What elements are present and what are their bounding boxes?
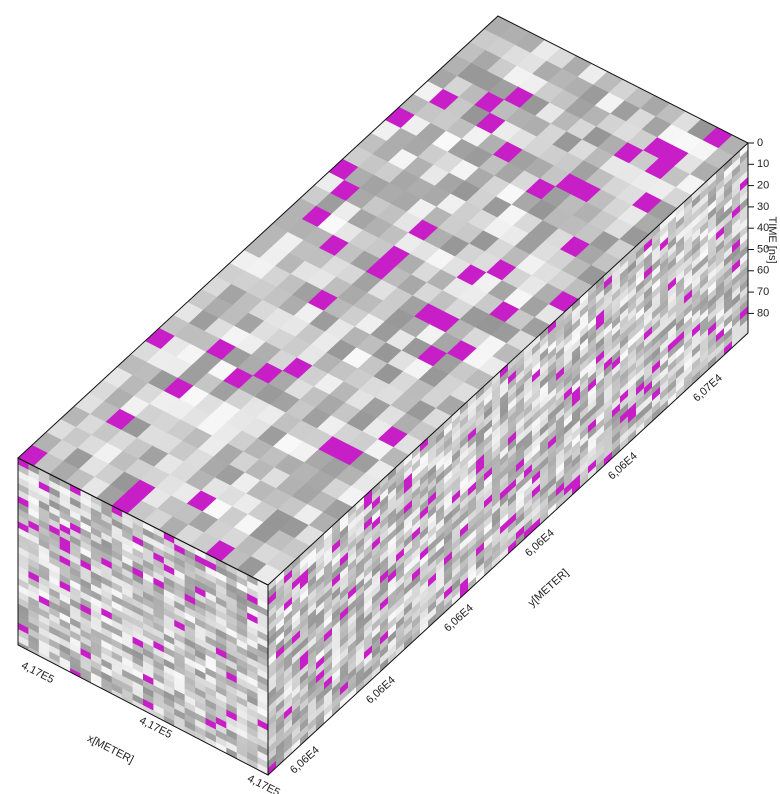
time-tick-label: 60 xyxy=(757,265,769,277)
time-tick-label: 10 xyxy=(757,158,769,170)
x-axis-label: x[METER] xyxy=(85,733,135,766)
volume xyxy=(18,15,749,776)
x-tick-label: 4,17E5 xyxy=(245,773,282,794)
y-axis-label: y[METER] xyxy=(526,567,571,609)
time-tick-label: 80 xyxy=(757,307,769,319)
time-tick-label: 0 xyxy=(757,137,763,149)
time-tick-label: 70 xyxy=(757,286,769,298)
time-tick-label: 20 xyxy=(757,180,769,192)
time-axis-label: TIME [ns] xyxy=(766,216,778,263)
time-tick-label: 30 xyxy=(757,201,769,213)
x-tick-label: 4,17E5 xyxy=(19,660,56,687)
volume-view: 01020304050607080TIME [ns]4,17E54,17E54,… xyxy=(0,0,780,794)
